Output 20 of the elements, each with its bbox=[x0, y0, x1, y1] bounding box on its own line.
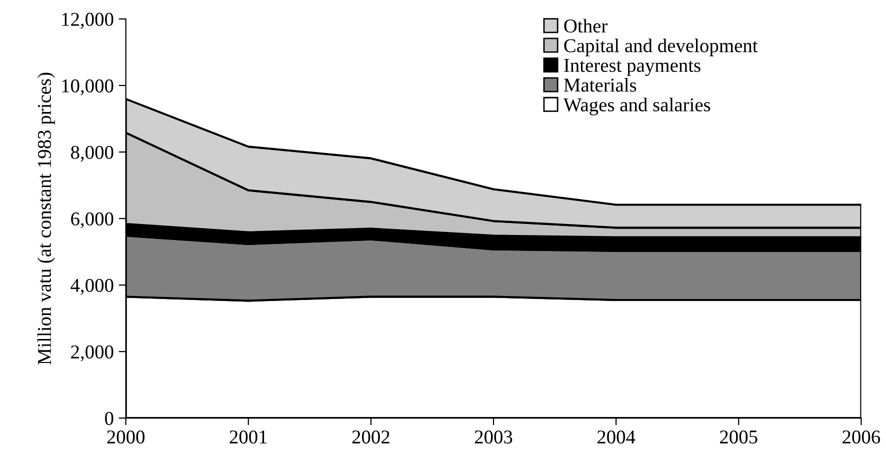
legend-label: Interest payments bbox=[564, 59, 700, 76]
y-axis-title: Million vatu (at constant 1983 prices) bbox=[37, 72, 55, 365]
legend-label: Capital and development bbox=[564, 38, 758, 56]
x-tick-label: 2002 bbox=[352, 430, 390, 444]
x-tick-label: 2005 bbox=[720, 430, 758, 444]
x-tick-label: 2004 bbox=[597, 430, 636, 444]
y-tick-label: 4,000 bbox=[70, 278, 114, 295]
y-tick-label: 12,000 bbox=[62, 12, 114, 29]
x-tick-label: 2003 bbox=[474, 430, 512, 444]
y-tick-label: 6,000 bbox=[71, 212, 114, 228]
legend-label: Materials bbox=[564, 78, 636, 92]
x-tick-label: 2006 bbox=[842, 430, 880, 444]
y-tick-label: 10,000 bbox=[62, 79, 114, 96]
x-tick-label: 2001 bbox=[230, 430, 267, 444]
y-tick-label: 8,000 bbox=[71, 146, 114, 162]
y-tick-label: 2,000 bbox=[71, 345, 114, 362]
x-tick-label: 2000 bbox=[107, 430, 145, 444]
legend-label: Other bbox=[564, 18, 608, 33]
y-tick-label: 0 bbox=[105, 412, 114, 426]
legend-label: Wages and salaries bbox=[563, 98, 710, 116]
